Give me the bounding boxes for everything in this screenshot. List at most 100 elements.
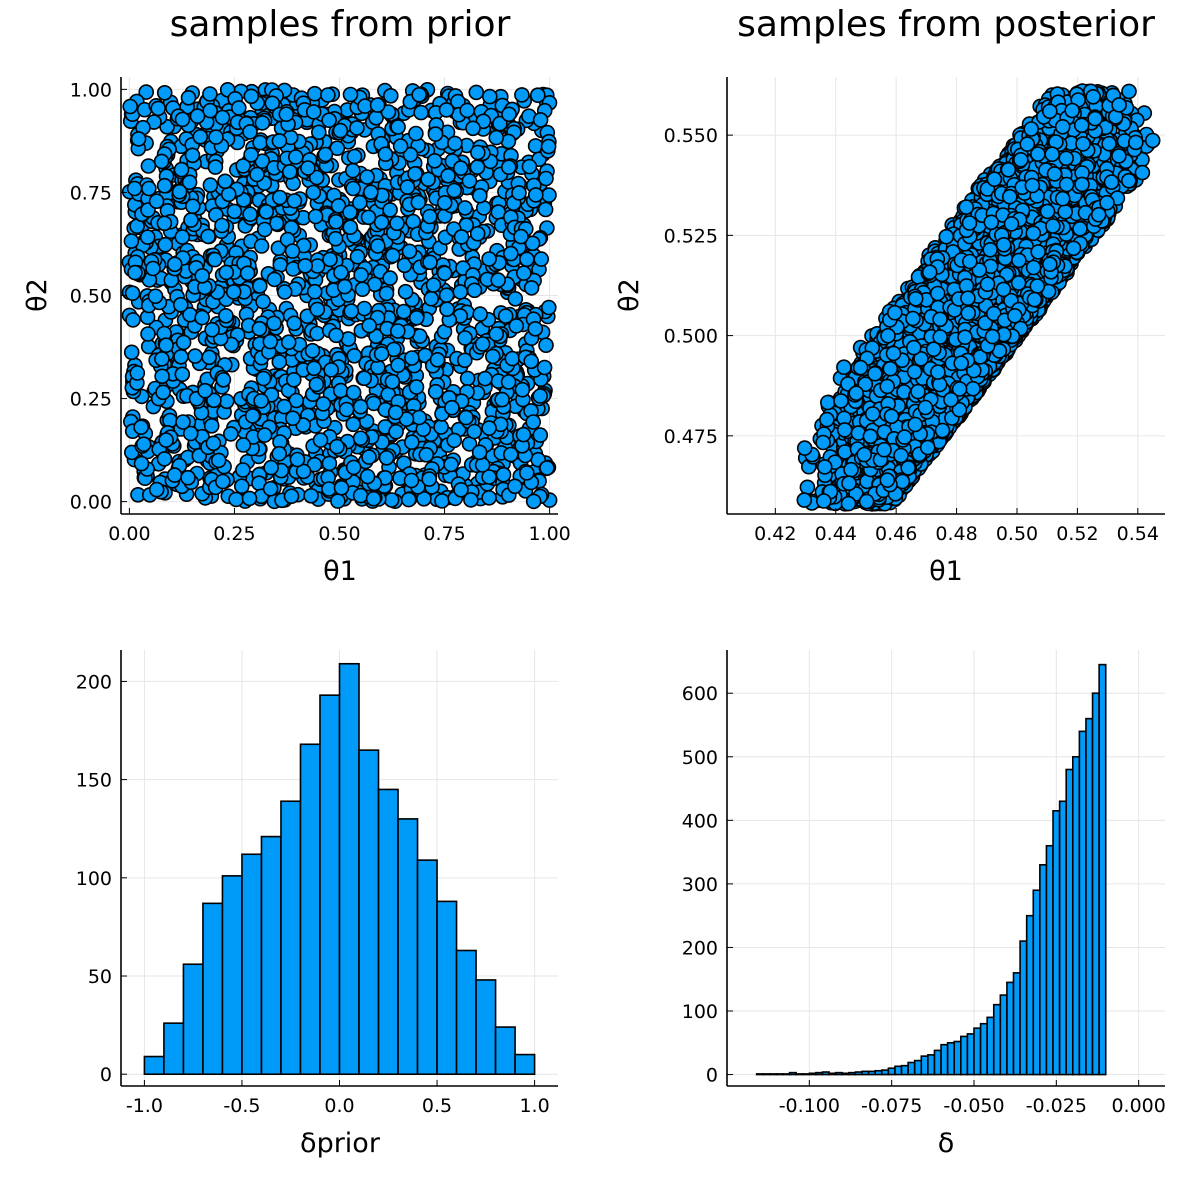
- scatter-point: [256, 427, 273, 443]
- scatter-point: [306, 85, 323, 102]
- scatter-point: [377, 146, 394, 162]
- scatter-point: [220, 186, 237, 203]
- scatter-point: [194, 309, 210, 326]
- scatter-point: [434, 493, 450, 509]
- scatter-point: [354, 281, 371, 298]
- scatter-point: [207, 251, 223, 268]
- scatter-point: [507, 478, 523, 495]
- scatter-point: [166, 256, 183, 273]
- scatter-point: [305, 184, 322, 201]
- scatter-point: [283, 488, 300, 505]
- scatter-point: [309, 301, 326, 318]
- scatter-point: [459, 102, 476, 119]
- scatter-point: [353, 267, 369, 283]
- scatter-point: [427, 383, 444, 400]
- scatter-point: [481, 420, 497, 436]
- scatter-point: [527, 187, 544, 203]
- scatter-point: [130, 131, 147, 147]
- scatter-point: [307, 208, 324, 225]
- scatter-point: [452, 160, 469, 176]
- scatter-point: [156, 215, 173, 232]
- scatter-point: [436, 195, 453, 211]
- scatter-point: [456, 352, 473, 369]
- scatter-point: [189, 108, 206, 124]
- scatter-point: [223, 426, 239, 442]
- scatter-point: [459, 370, 476, 387]
- x-tick-label: 0.25: [213, 523, 255, 545]
- scatter-point: [519, 251, 535, 268]
- scatter-point: [389, 215, 405, 232]
- scatter-point: [378, 449, 395, 466]
- scatter-point: [384, 373, 401, 390]
- scatter-point: [235, 462, 251, 478]
- scatter-point: [361, 449, 377, 465]
- scatter-point: [306, 283, 323, 300]
- scatter-point: [382, 88, 399, 104]
- scatter-point: [175, 414, 191, 430]
- scatter-point: [141, 180, 157, 197]
- scatter-point: [494, 391, 510, 408]
- scatter-point: [488, 326, 505, 342]
- scatter-point: [184, 147, 201, 164]
- scatter-point: [529, 87, 546, 103]
- scatter-point: [158, 432, 174, 448]
- scatter-point: [156, 85, 173, 101]
- scatter-point: [204, 321, 220, 338]
- scatter-point: [346, 148, 363, 165]
- scatter-point: [423, 290, 440, 307]
- scatter-point: [187, 348, 203, 364]
- scatter-point: [180, 469, 196, 486]
- scatter-point: [133, 419, 149, 436]
- scatter-point: [342, 219, 359, 235]
- scatter-point: [309, 325, 325, 342]
- scatter-point: [440, 168, 456, 184]
- scatter-point: [500, 374, 517, 390]
- prior-scatter-points: [121, 82, 558, 510]
- scatter-point: [320, 87, 336, 103]
- scatter-point: [407, 166, 423, 182]
- scatter-point: [533, 251, 550, 267]
- scatter-point: [202, 177, 219, 193]
- scatter-point: [395, 303, 412, 320]
- scatter-point: [410, 194, 427, 211]
- scatter-point: [306, 360, 322, 377]
- scatter-point: [399, 179, 416, 195]
- scatter-point: [321, 112, 337, 128]
- scatter-point: [446, 182, 463, 199]
- scatter-point: [408, 125, 424, 142]
- scatter-point: [390, 357, 406, 374]
- scatter-point: [156, 451, 173, 467]
- x-tick-label: 0.50: [318, 523, 360, 545]
- scatter-point: [166, 467, 183, 483]
- scatter-point: [332, 122, 349, 139]
- scatter-point: [481, 251, 497, 267]
- scatter-point: [360, 209, 377, 226]
- scatter-point: [397, 283, 414, 300]
- scatter-point: [523, 353, 540, 370]
- scatter-point: [278, 106, 295, 122]
- scatter-point: [541, 187, 557, 203]
- scatter-point: [501, 106, 517, 123]
- scatter-point: [218, 393, 235, 410]
- scatter-point: [540, 299, 557, 316]
- scatter-point: [436, 265, 453, 282]
- scatter-point: [148, 193, 165, 209]
- scatter-point: [239, 265, 256, 282]
- scatter-point: [523, 280, 540, 296]
- scatter-point: [300, 160, 316, 176]
- scatter-point: [382, 202, 398, 218]
- scatter-point: [433, 419, 449, 435]
- scatter-point: [484, 348, 501, 365]
- scatter-point: [527, 320, 544, 337]
- scatter-point: [255, 370, 272, 387]
- scatter-point: [255, 293, 271, 310]
- scatter-point: [504, 350, 521, 367]
- scatter-point: [155, 384, 171, 401]
- scatter-point: [174, 229, 191, 245]
- scatter-point: [502, 245, 519, 262]
- scatter-point: [453, 481, 469, 498]
- y-tick-label: 0.25: [70, 389, 112, 411]
- scatter-point: [123, 233, 140, 249]
- scatter-point: [514, 381, 531, 398]
- scatter-point: [180, 90, 197, 106]
